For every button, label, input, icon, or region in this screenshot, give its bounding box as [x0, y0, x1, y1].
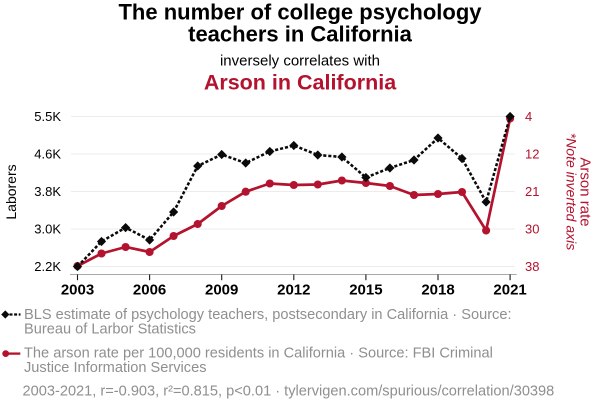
svg-text:BLS estimate of psychology tea: BLS estimate of psychology teachers, pos…	[24, 307, 512, 323]
svg-text:3.8K: 3.8K	[34, 184, 61, 199]
svg-text:2006: 2006	[133, 282, 166, 299]
svg-text:2015: 2015	[349, 282, 382, 299]
svg-text:30: 30	[525, 222, 539, 237]
svg-text:5.5K: 5.5K	[34, 109, 61, 124]
svg-text:Laborers: Laborers	[3, 164, 19, 219]
svg-text:Bureau of Larbor Statistics: Bureau of Larbor Statistics	[24, 322, 196, 338]
svg-text:Arson rate: Arson rate	[577, 157, 594, 226]
svg-text:2003-2021, r=-0.903, r²=0.815,: 2003-2021, r=-0.903, r²=0.815, p<0.01 · …	[23, 383, 555, 399]
svg-text:2003: 2003	[61, 282, 94, 299]
svg-text:teachers in California: teachers in California	[188, 22, 413, 47]
svg-text:The arson rate per 100,000 res: The arson rate per 100,000 residents in …	[24, 346, 493, 362]
svg-text:2021: 2021	[493, 282, 526, 299]
svg-text:2009: 2009	[205, 282, 238, 299]
svg-text:2.2K: 2.2K	[34, 259, 61, 274]
svg-text:inversely correlates with: inversely correlates with	[220, 53, 380, 70]
svg-text:21: 21	[525, 184, 539, 199]
svg-text:3.0K: 3.0K	[34, 222, 61, 237]
svg-text:12: 12	[525, 147, 539, 162]
svg-text:Justice Information Services: Justice Information Services	[24, 360, 207, 376]
svg-text:Arson in California: Arson in California	[204, 70, 397, 94]
svg-text:The number of college psycholo: The number of college psychology	[118, 0, 482, 24]
svg-text:2012: 2012	[277, 282, 310, 299]
svg-text:4.6K: 4.6K	[34, 147, 61, 162]
svg-text:*Note inverted axis: *Note inverted axis	[564, 133, 580, 251]
svg-text:4: 4	[525, 109, 532, 124]
svg-text:38: 38	[525, 259, 539, 274]
svg-text:2018: 2018	[421, 282, 454, 299]
